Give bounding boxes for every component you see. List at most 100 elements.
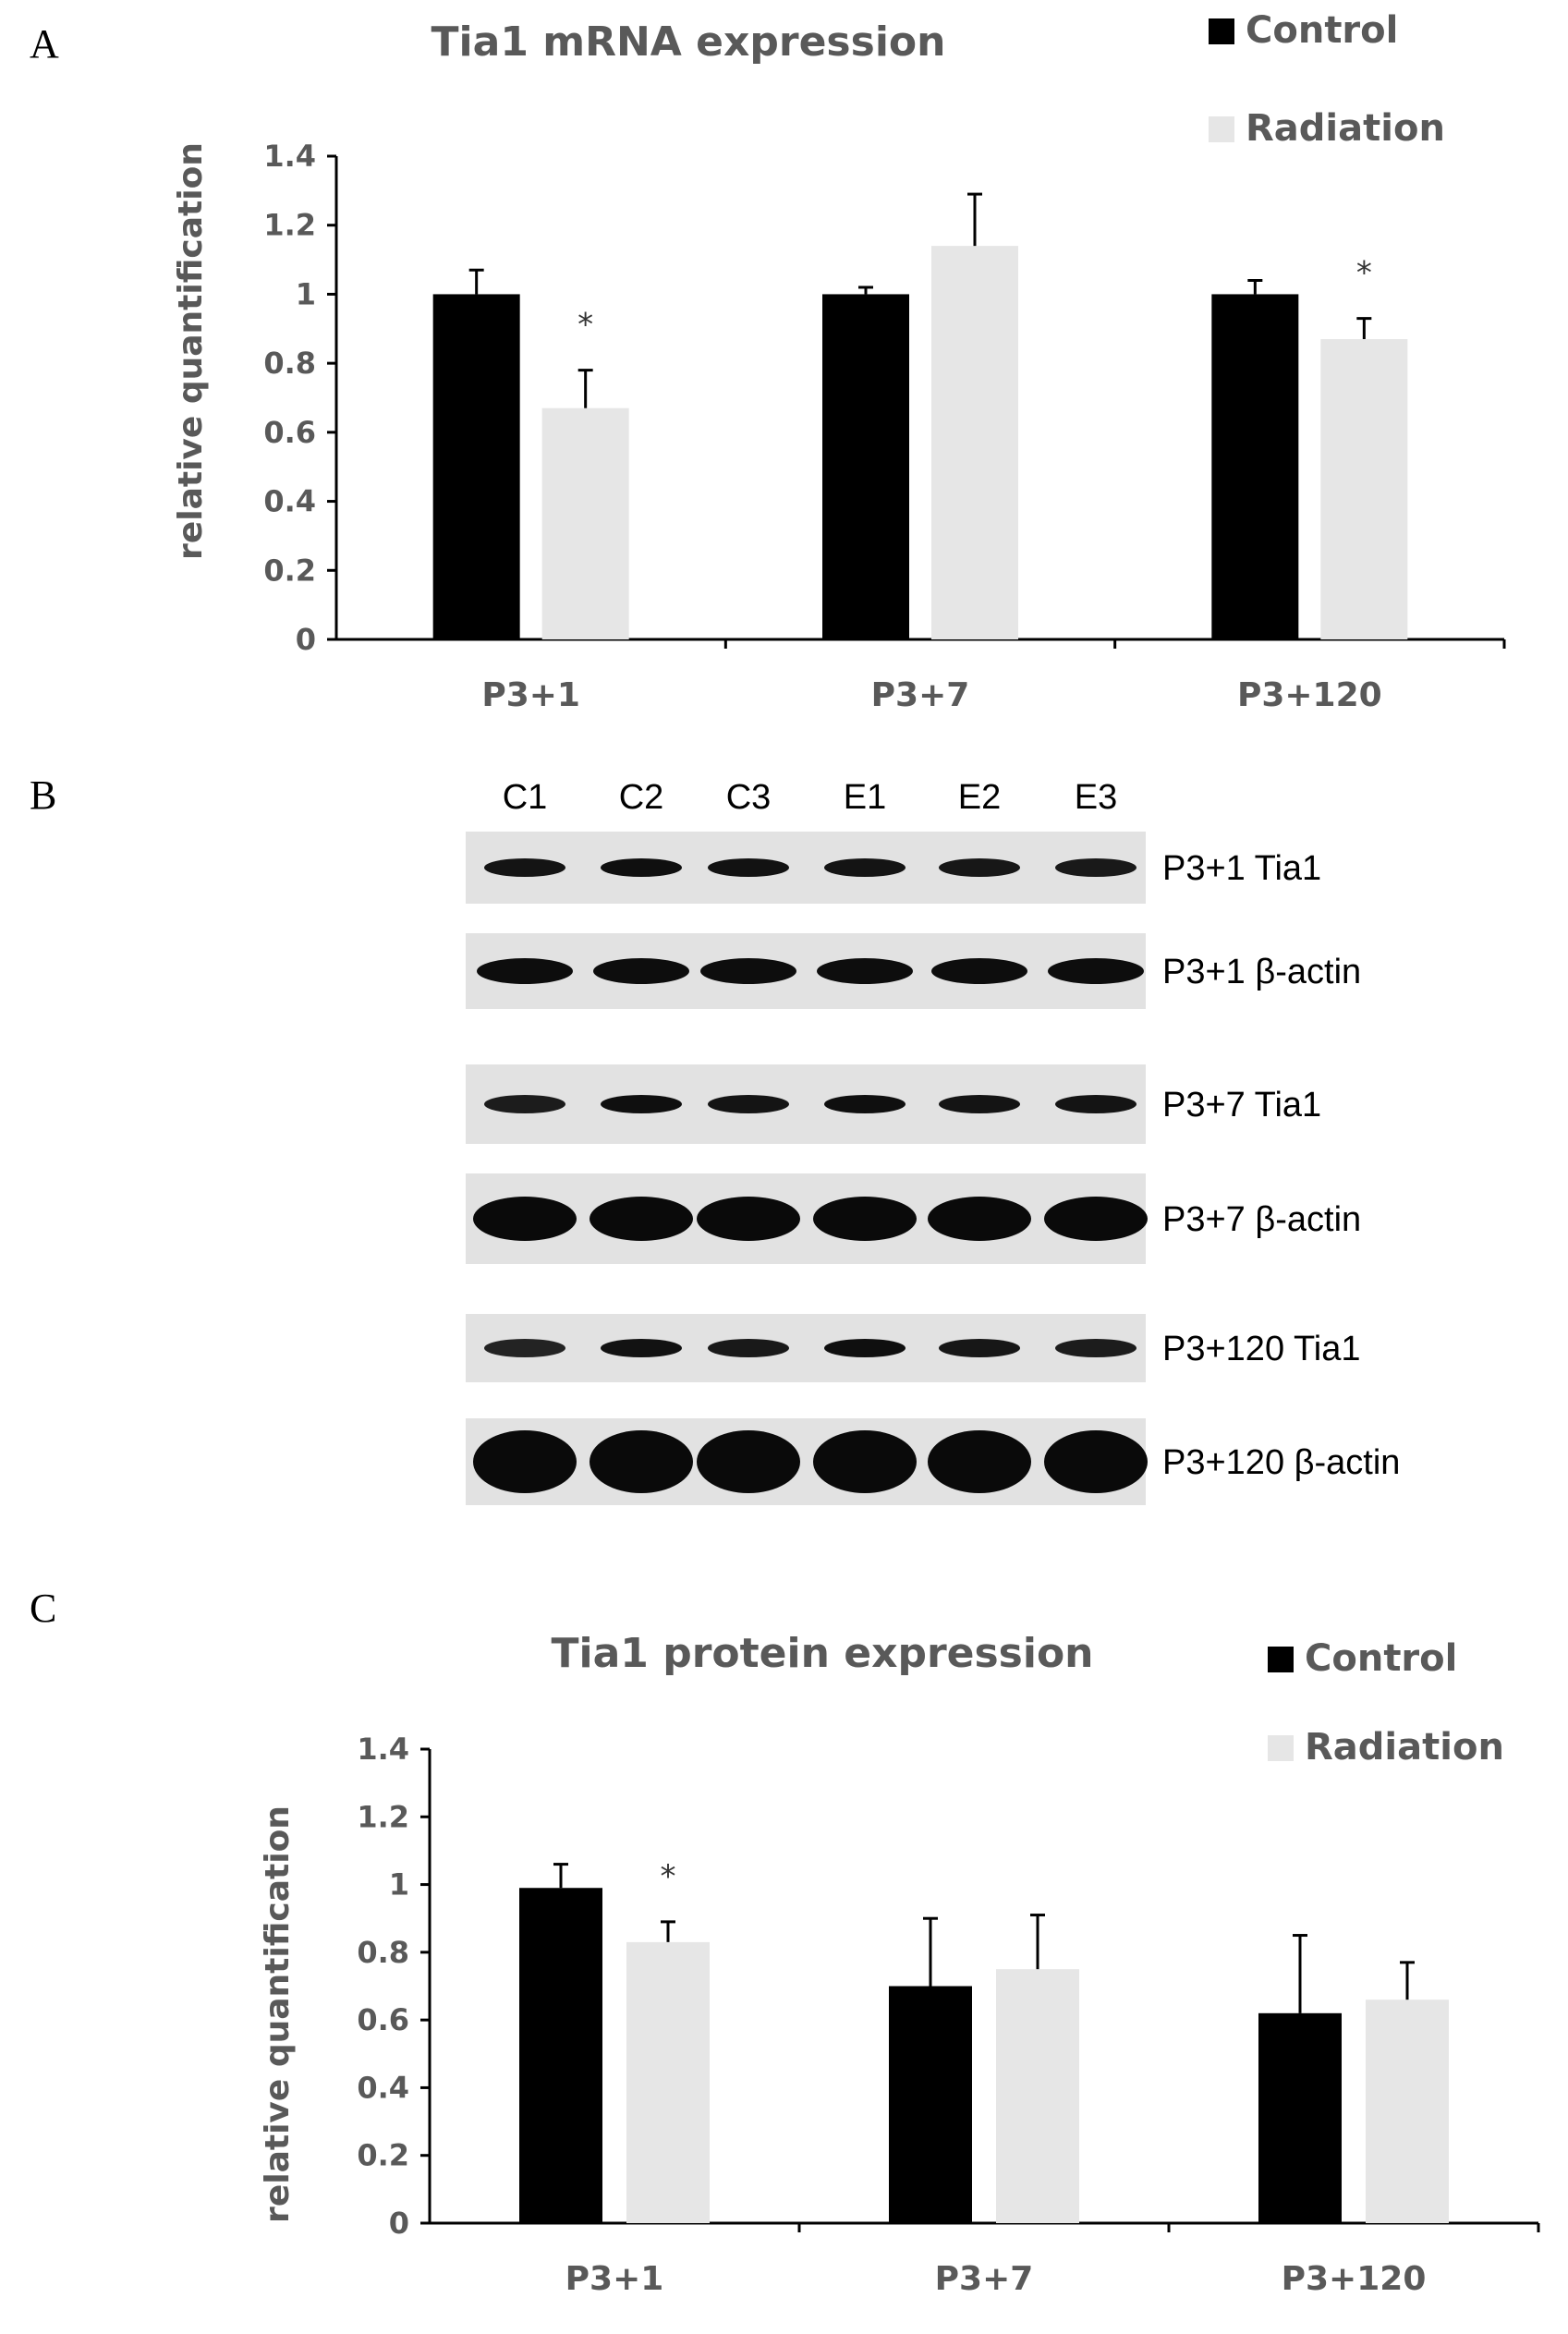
chart-c-y-axis-label: relative quantification xyxy=(259,1805,297,2223)
chart-a-bar-radiation xyxy=(931,246,1018,639)
lane-label: C2 xyxy=(619,778,664,817)
chart-c-bar-radiation xyxy=(1366,2000,1449,2223)
blot-band xyxy=(700,958,796,984)
blot-band xyxy=(601,1095,682,1113)
blot-band xyxy=(601,1339,682,1357)
chart-a-y-tick-label: 1.2 xyxy=(263,208,316,243)
lane-label: C1 xyxy=(503,778,548,817)
mrna-expression-chart: Tia1 mRNA expression Control Radiation r… xyxy=(172,9,1506,714)
blot-row-label: P3+1 Tia1 xyxy=(1162,849,1321,888)
chart-c-legend-radiation-swatch xyxy=(1268,1735,1294,1761)
chart-a-bar-control xyxy=(822,294,909,639)
chart-c-x-tick-label: P3+120 xyxy=(1282,2260,1427,2298)
chart-c-y-tick-label: 1 xyxy=(389,1867,409,1902)
blot-band xyxy=(817,958,913,984)
western-blot: C1 C2 C3 E1 E2 E3 P3+1 Tia1 P3+1 β-actin P3+7 Ti… xyxy=(466,778,1400,1505)
chart-c-y-tick-label: 0.8 xyxy=(357,1935,409,1970)
chart-c-y-tick-label: 0.2 xyxy=(357,2138,409,2173)
chart-a-y-tick-label: 1.4 xyxy=(263,139,316,174)
blot-band xyxy=(484,1095,565,1113)
chart-a-legend-radiation-swatch xyxy=(1209,116,1234,142)
protein-expression-chart: Tia1 protein expression Control Radiatio… xyxy=(259,1630,1540,2298)
chart-a-y-tick-label: 0.6 xyxy=(263,415,316,450)
chart-c-legend-control-swatch xyxy=(1268,1647,1294,1672)
blot-band xyxy=(939,1339,1020,1357)
blot-strip xyxy=(466,933,1146,1009)
blot-band xyxy=(1055,1095,1136,1113)
chart-a-significance-star: * xyxy=(577,307,593,344)
chart-a-y-tick-label: 0.2 xyxy=(263,553,316,588)
chart-c-bar-control xyxy=(889,1986,972,2223)
blot-band xyxy=(697,1430,800,1493)
chart-c-y-tick-label: 1.4 xyxy=(357,1732,409,1767)
blot-band xyxy=(813,1197,917,1241)
blot-row-label: P3+120 β-actin xyxy=(1162,1443,1400,1482)
chart-c-x-tick-label: P3+7 xyxy=(935,2260,1034,2298)
blot-band xyxy=(601,858,682,877)
chart-c-legend-control-label: Control xyxy=(1305,1637,1457,1680)
chart-a-legend-control-swatch xyxy=(1209,18,1234,44)
chart-c-y-tick-label: 0.4 xyxy=(357,2070,409,2105)
blot-strip xyxy=(466,832,1146,904)
blot-band xyxy=(473,1430,577,1493)
blot-strip xyxy=(466,1064,1146,1144)
blot-band xyxy=(708,1095,789,1113)
blot-band xyxy=(824,1095,906,1113)
blot-row-label: P3+7 β-actin xyxy=(1162,1200,1361,1239)
chart-a-x-tick-label: P3+1 xyxy=(481,676,580,714)
blot-band xyxy=(590,1430,693,1493)
panel-letter-c: C xyxy=(30,1586,56,1631)
blot-row-label: P3+120 Tia1 xyxy=(1162,1330,1360,1368)
lane-label: E2 xyxy=(958,778,1001,817)
blot-band xyxy=(813,1430,917,1493)
chart-c-legend-radiation-label: Radiation xyxy=(1305,1726,1504,1769)
chart-a-bar-radiation xyxy=(1320,338,1408,639)
chart-a-y-axis-label: relative quantification xyxy=(172,142,210,560)
chart-a-title: Tia1 mRNA expression xyxy=(432,18,946,66)
chart-a-legend-radiation-label: Radiation xyxy=(1246,107,1445,150)
blot-row-label: P3+7 Tia1 xyxy=(1162,1086,1321,1124)
chart-a-y-tick-label: 1 xyxy=(296,276,316,311)
lane-label: E1 xyxy=(844,778,886,817)
blot-band xyxy=(477,958,573,984)
blot-band xyxy=(939,858,1020,877)
blot-band xyxy=(590,1197,693,1241)
chart-c-bar-control xyxy=(1258,2012,1342,2223)
chart-c-bar-radiation xyxy=(626,1941,710,2223)
blot-strip xyxy=(466,1314,1146,1382)
blot-band xyxy=(939,1095,1020,1113)
blot-band xyxy=(1048,958,1144,984)
chart-a-y-tick-label: 0 xyxy=(296,622,316,657)
chart-c-x-tick-label: P3+1 xyxy=(565,2260,664,2298)
chart-a-legend-control-label: Control xyxy=(1246,9,1398,52)
chart-c-title: Tia1 protein expression xyxy=(551,1630,1093,1677)
chart-c-y-tick-label: 0.6 xyxy=(357,2002,409,2037)
chart-a-bar-control xyxy=(1211,294,1299,639)
blot-band xyxy=(1044,1197,1148,1241)
chart-a-x-tick-label: P3+120 xyxy=(1237,676,1382,714)
blot-band xyxy=(931,958,1027,984)
blot-band xyxy=(484,1339,565,1357)
chart-a-y-tick-label: 0.8 xyxy=(263,346,316,381)
chart-c-bar-radiation xyxy=(996,1969,1079,2223)
blot-band xyxy=(1055,1339,1136,1357)
lane-label: C3 xyxy=(726,778,772,817)
chart-a-significance-star: * xyxy=(1356,255,1372,292)
blot-band xyxy=(928,1197,1031,1241)
blot-band xyxy=(824,1339,906,1357)
panel-letter-a: A xyxy=(30,21,59,67)
blot-band xyxy=(473,1197,577,1241)
chart-a-y-tick-label: 0.4 xyxy=(263,484,316,519)
chart-c-bar-control xyxy=(519,1888,602,2223)
blot-strip xyxy=(466,1173,1146,1264)
blot-strip xyxy=(466,1418,1146,1505)
blot-band xyxy=(697,1197,800,1241)
blot-band xyxy=(1055,858,1136,877)
blot-band xyxy=(708,858,789,877)
chart-a-bar-radiation xyxy=(541,407,629,639)
blot-band xyxy=(928,1430,1031,1493)
blot-band xyxy=(824,858,906,877)
chart-c-y-tick-label: 0 xyxy=(389,2206,409,2241)
chart-c-significance-star: * xyxy=(661,1858,676,1895)
